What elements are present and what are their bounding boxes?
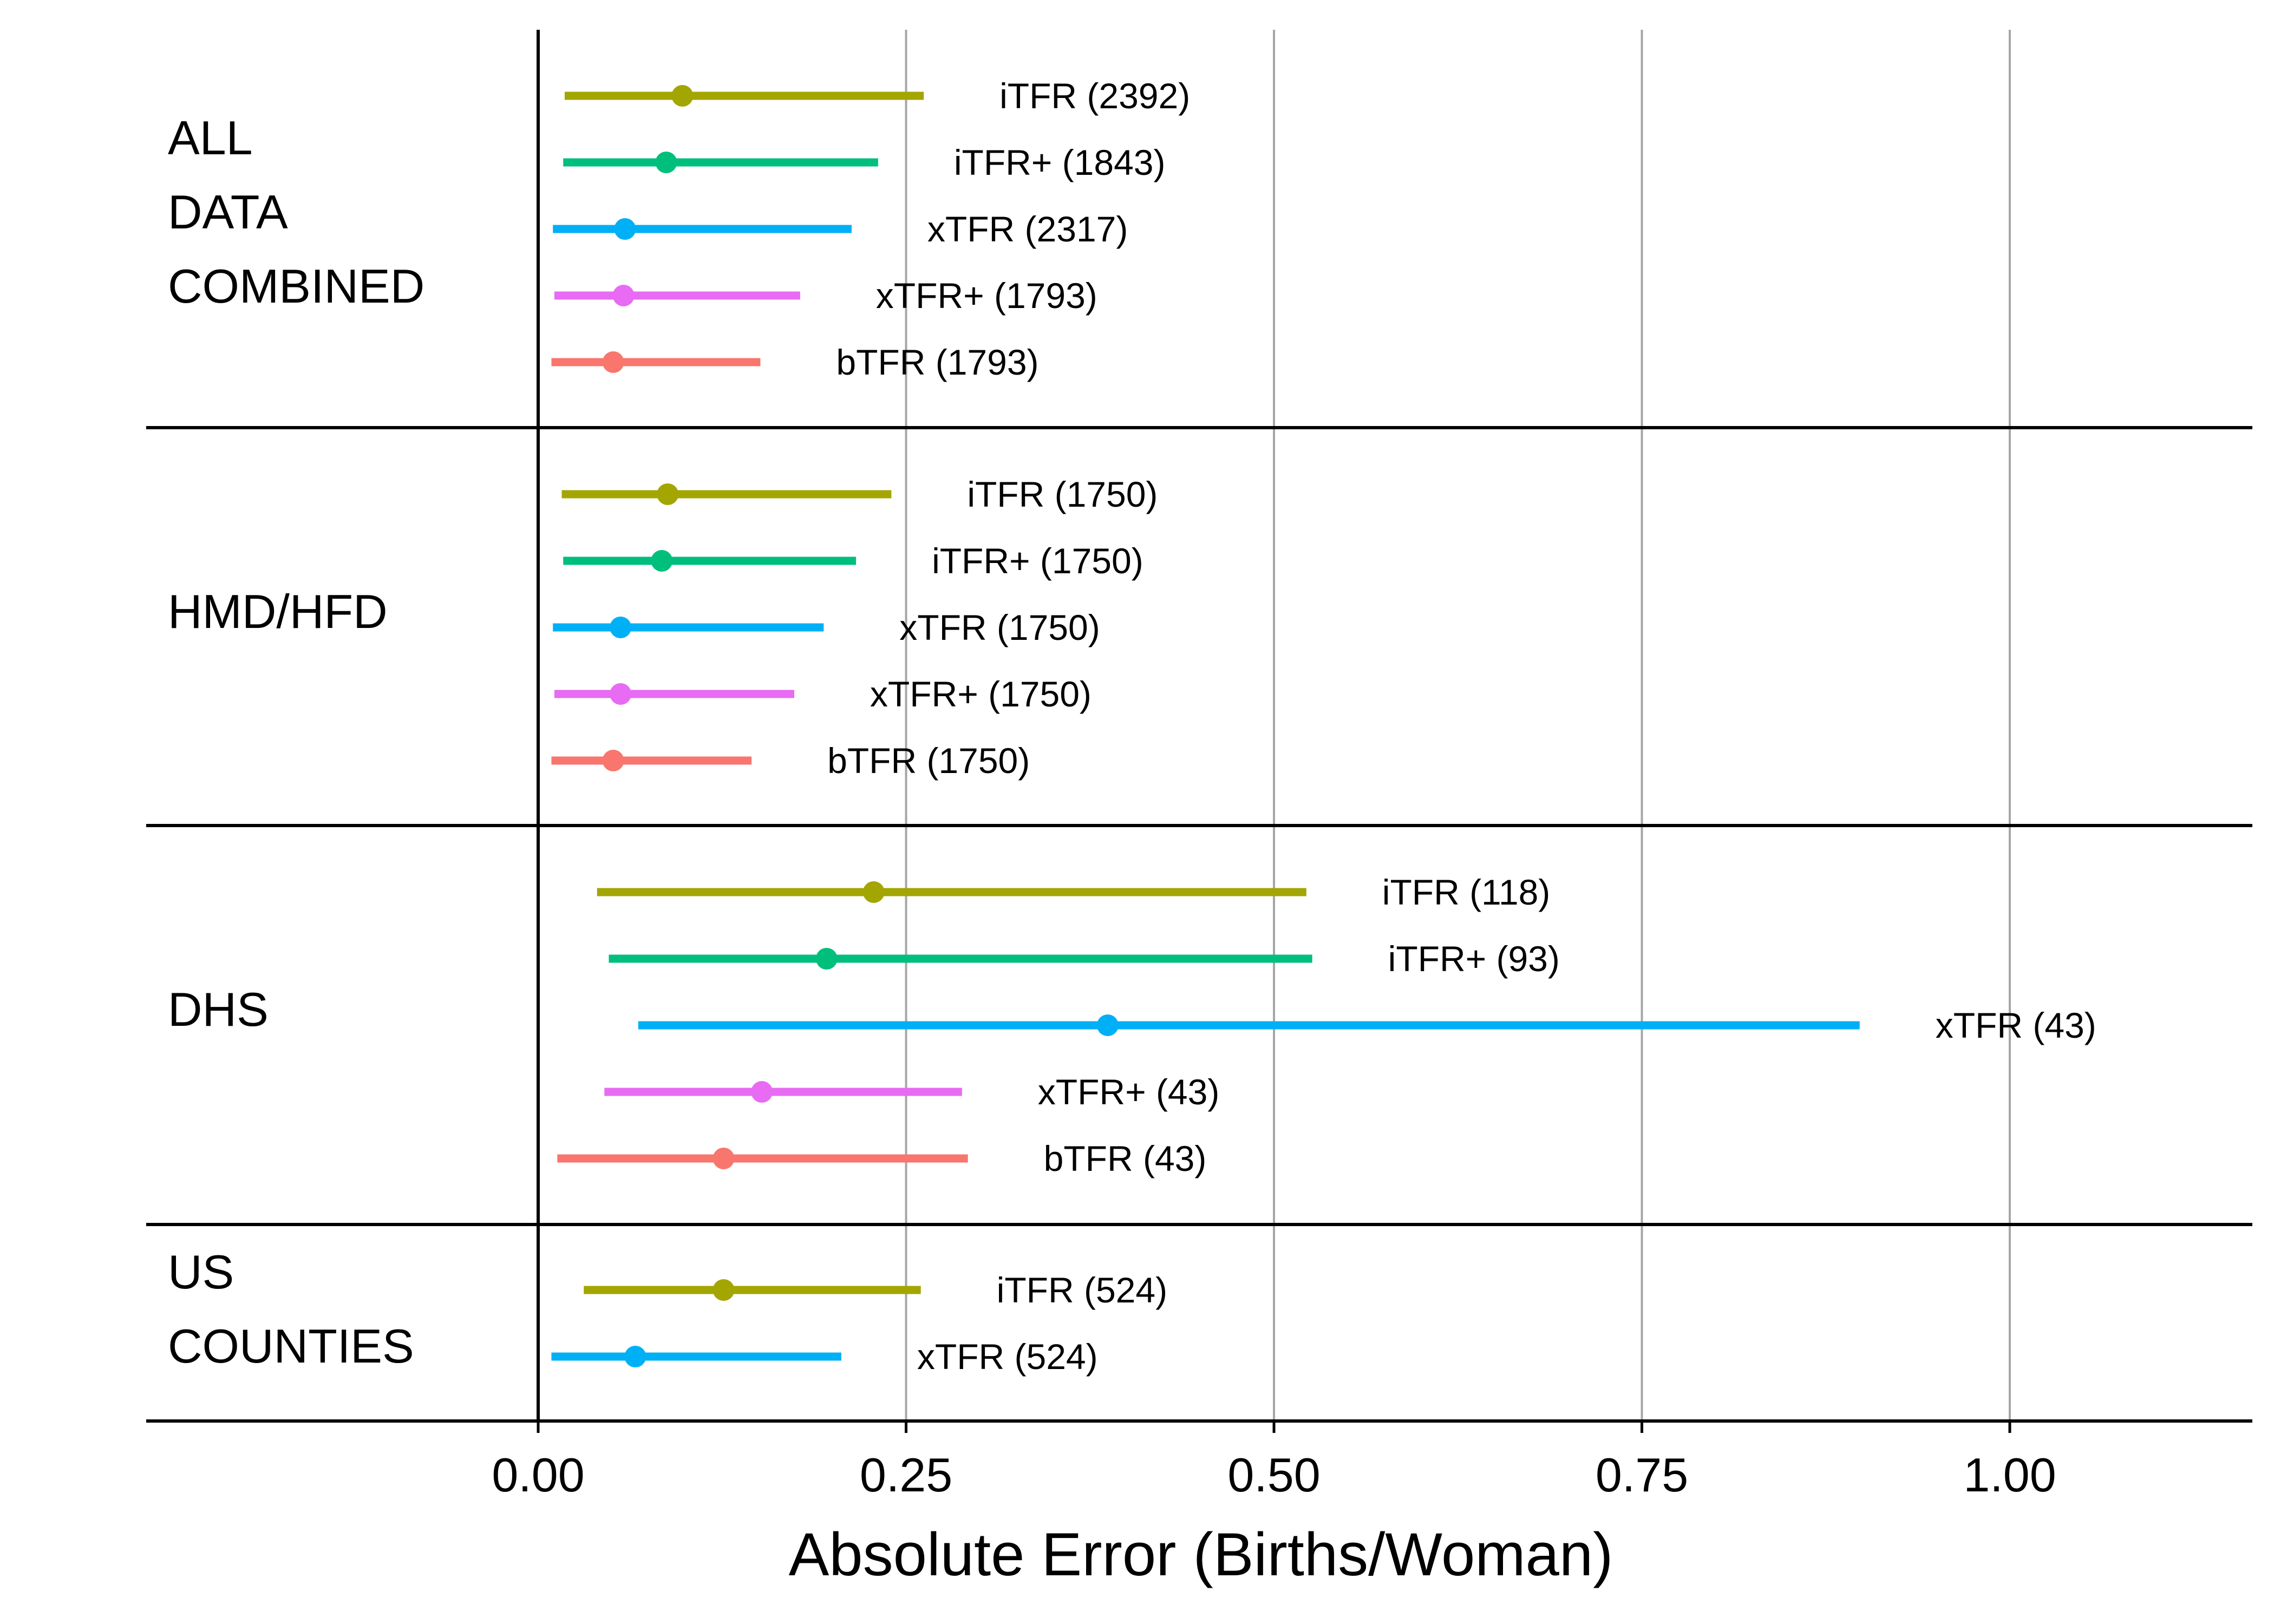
series-label-dhs-xtfr: xTFR (43)	[1936, 1005, 2096, 1045]
series-labels: iTFR (2392) iTFR+ (1843) xTFR (2317) xTFR+ …	[827, 76, 2096, 1377]
point-all-data-combined-itfr-plus	[655, 152, 677, 173]
series-label-all-data-combined-itfr: iTFR (2392)	[999, 76, 1190, 116]
x-tick-label: 0.50	[1227, 1448, 1320, 1502]
point-hmd-hfd-xtfr-plus	[610, 683, 632, 705]
point-dhs-itfr	[862, 881, 885, 903]
series-label-hmd-hfd-xtfr-plus: xTFR+ (1750)	[870, 674, 1092, 714]
point-all-data-combined-xtfr-plus	[612, 285, 635, 306]
point-hmd-hfd-itfr-plus	[651, 550, 673, 572]
point-dhs-btfr	[713, 1148, 735, 1169]
series-label-hmd-hfd-itfr: iTFR (1750)	[967, 474, 1158, 514]
point-us-counties-itfr	[713, 1279, 735, 1301]
x-tick-label: 0.25	[860, 1448, 952, 1502]
series-label-hmd-hfd-itfr-plus: iTFR+ (1750)	[932, 541, 1143, 581]
series-label-dhs-itfr: iTFR (118)	[1382, 872, 1550, 912]
point-dhs-itfr-plus	[815, 948, 838, 970]
point-hmd-hfd-xtfr	[610, 617, 632, 638]
group-label-us-counties: US COUNTIES	[168, 1245, 414, 1373]
interval-marks	[551, 85, 1860, 1367]
series-label-all-data-combined-itfr-plus: iTFR+ (1843)	[954, 142, 1166, 182]
group-label-all-data-combined: ALL DATA COMBINED	[168, 111, 424, 313]
group-label-line: US	[168, 1245, 234, 1299]
group-label-line: DHS	[168, 983, 269, 1036]
group-label-line: HMD/HFD	[168, 585, 388, 638]
series-label-all-data-combined-btfr: bTFR (1793)	[836, 342, 1038, 382]
series-label-hmd-hfd-btfr: bTFR (1750)	[827, 741, 1030, 781]
x-axis-title: Absolute Error (Births/Woman)	[789, 1521, 1613, 1588]
point-hmd-hfd-itfr	[657, 483, 679, 505]
group-separators	[146, 426, 2252, 1423]
group-label-line: COUNTIES	[168, 1319, 414, 1373]
series-label-dhs-xtfr-plus: xTFR+ (43)	[1038, 1072, 1220, 1112]
point-dhs-xtfr	[1096, 1014, 1119, 1036]
point-all-data-combined-itfr	[671, 85, 694, 107]
point-all-data-combined-xtfr	[614, 218, 636, 240]
x-tick-label: 0.75	[1596, 1448, 1688, 1502]
group-label-line: ALL	[168, 111, 253, 165]
point-us-counties-xtfr	[624, 1346, 646, 1367]
gridlines	[905, 30, 2011, 1421]
series-label-all-data-combined-xtfr-plus: xTFR+ (1793)	[876, 276, 1097, 316]
group-label-line: DATA	[168, 185, 288, 239]
series-label-dhs-itfr-plus: iTFR+ (93)	[1388, 939, 1560, 979]
x-tick-label: 0.00	[492, 1448, 584, 1502]
series-label-hmd-hfd-xtfr: xTFR (1750)	[899, 607, 1100, 647]
group-labels: ALL DATA COMBINED HMD/HFD DHS US COUNTIES	[168, 111, 424, 1373]
group-label-dhs: DHS	[168, 983, 269, 1036]
point-hmd-hfd-btfr	[602, 750, 624, 771]
point-all-data-combined-btfr	[602, 351, 624, 373]
x-tick-label: 1.00	[1963, 1448, 2056, 1502]
series-label-us-counties-xtfr: xTFR (524)	[917, 1337, 1098, 1377]
group-label-line: COMBINED	[168, 259, 424, 313]
group-label-hmd-hfd: HMD/HFD	[168, 585, 388, 638]
series-label-us-counties-itfr: iTFR (524)	[997, 1270, 1167, 1310]
x-axis: 0.00 0.25 0.50 0.75 1.00	[492, 1421, 2056, 1502]
series-label-dhs-btfr: bTFR (43)	[1044, 1138, 1207, 1178]
series-label-all-data-combined-xtfr: xTFR (2317)	[927, 209, 1128, 249]
point-dhs-xtfr-plus	[751, 1081, 773, 1103]
